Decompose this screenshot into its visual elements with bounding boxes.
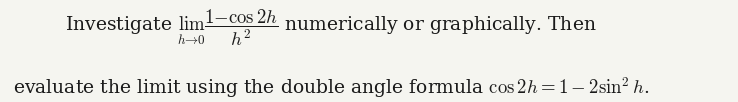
Text: Investigate $\lim_{h\to 0}\dfrac{1-\cos 2h}{h^2}$ numerically or graphically. Th: Investigate $\lim_{h\to 0}\dfrac{1-\cos … [66,7,597,48]
Text: evaluate the limit using the double angle formula $\cos 2h = 1 - 2\sin^2 h$.: evaluate the limit using the double angl… [13,75,649,100]
